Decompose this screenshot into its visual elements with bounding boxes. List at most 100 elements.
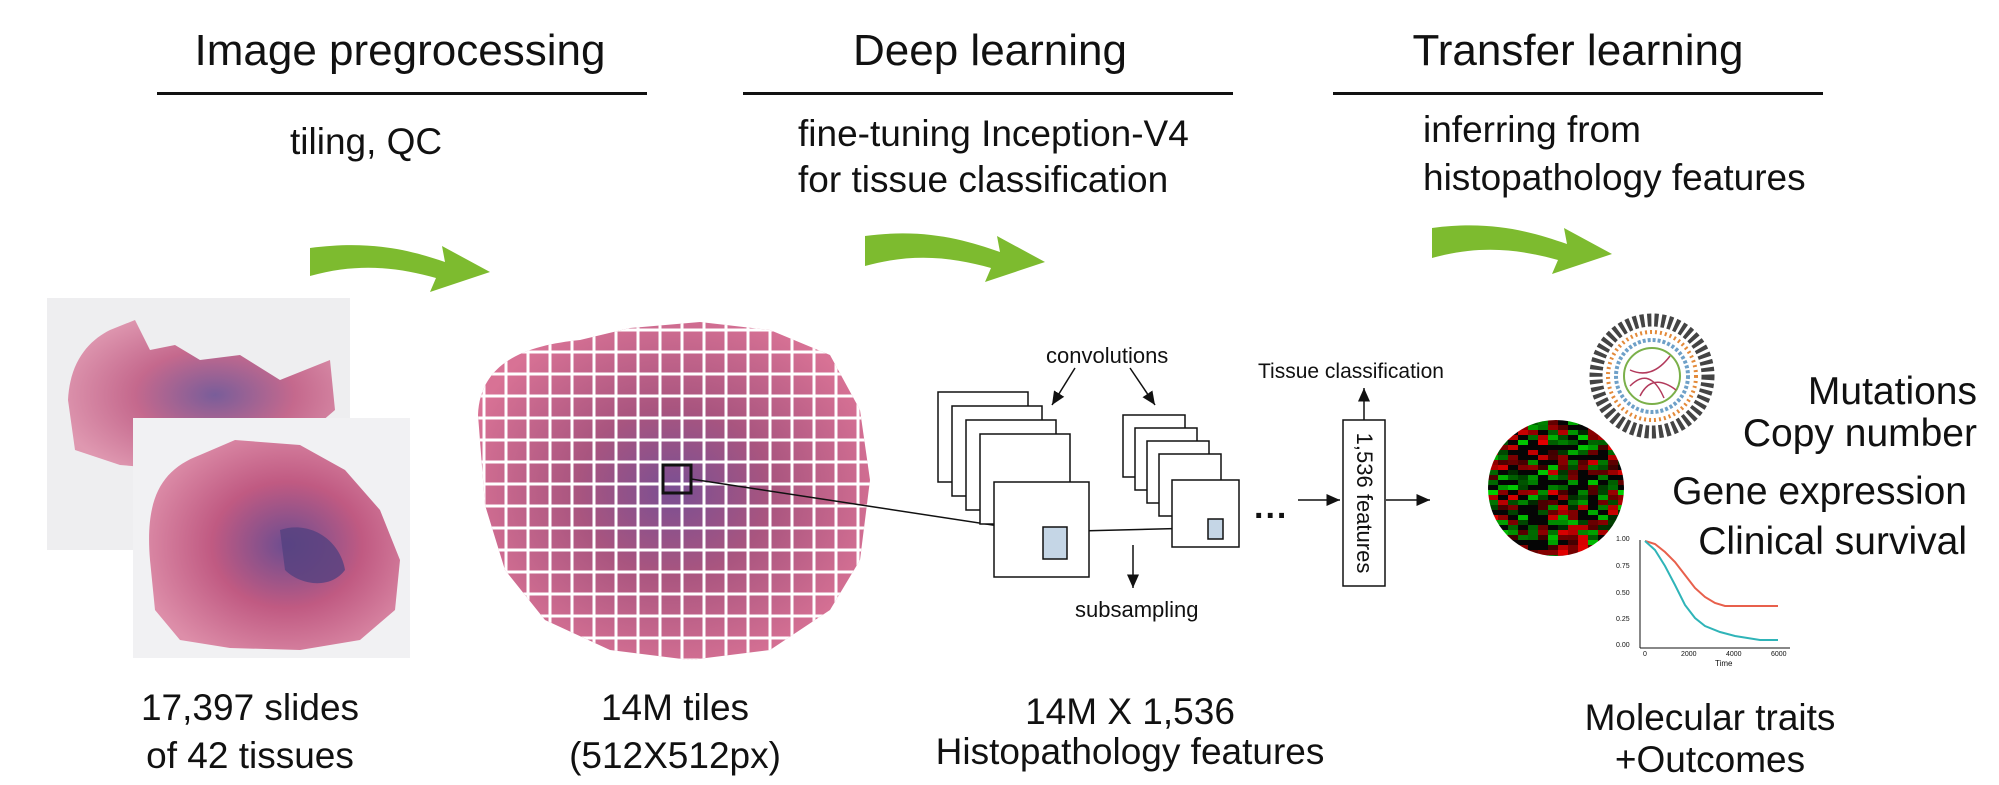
heatmap-cell bbox=[1488, 515, 1498, 520]
heatmap-cell bbox=[1618, 530, 1624, 535]
caption-tiles-line1: 14M tiles bbox=[600, 687, 750, 728]
heatmap-cell bbox=[1618, 485, 1624, 490]
heatmap-cell bbox=[1578, 520, 1588, 525]
heatmap-cell bbox=[1558, 495, 1568, 500]
heatmap-cell bbox=[1498, 425, 1508, 430]
heatmap-cell bbox=[1518, 425, 1528, 430]
heatmap-cell bbox=[1528, 500, 1538, 505]
heatmap-cell bbox=[1578, 480, 1588, 485]
heatmap-cell bbox=[1588, 470, 1598, 475]
heatmap-cell bbox=[1518, 525, 1528, 530]
heatmap-cell bbox=[1538, 555, 1548, 556]
heatmap-cell bbox=[1498, 550, 1508, 555]
heatmap-cell bbox=[1578, 470, 1588, 475]
heatmap-cell bbox=[1598, 435, 1608, 440]
heatmap-cell bbox=[1488, 440, 1498, 445]
heatmap-cell bbox=[1508, 510, 1518, 515]
heatmap-cell bbox=[1548, 515, 1558, 520]
heatmap-cell bbox=[1608, 460, 1618, 465]
heatmap-cell bbox=[1528, 525, 1538, 530]
caption-outcomes-line2: +Outcomes bbox=[1614, 739, 1806, 780]
km-curve-low bbox=[1644, 540, 1778, 641]
features-label: 1,536 features bbox=[1352, 432, 1377, 574]
heatmap-cell bbox=[1608, 525, 1618, 530]
heatmap-cell bbox=[1588, 485, 1598, 490]
heatmap-cell bbox=[1568, 510, 1578, 515]
heatmap-cell bbox=[1518, 485, 1528, 490]
heatmap-cell bbox=[1528, 485, 1538, 490]
heatmap-cell bbox=[1558, 420, 1568, 425]
heatmap-cell bbox=[1508, 460, 1518, 465]
heatmap-cell bbox=[1488, 465, 1498, 470]
heatmap-cell bbox=[1518, 550, 1528, 555]
heatmap-cell bbox=[1598, 445, 1608, 450]
heatmap-cell bbox=[1568, 505, 1578, 510]
heatmap-cell bbox=[1588, 505, 1598, 510]
heatmap-cell bbox=[1608, 545, 1618, 550]
heatmap-cell bbox=[1598, 470, 1608, 475]
stage-arrow-3-icon bbox=[1432, 225, 1612, 274]
heatmap-cell bbox=[1558, 475, 1568, 480]
heatmap-cell bbox=[1588, 535, 1598, 540]
heatmap-cell bbox=[1578, 490, 1588, 495]
heatmap-cell bbox=[1508, 490, 1518, 495]
output-mutations: Mutations bbox=[1807, 370, 1977, 413]
heatmap-cell bbox=[1578, 420, 1588, 425]
heatmap-cell bbox=[1558, 460, 1568, 465]
heatmap-cell bbox=[1538, 550, 1548, 555]
heatmap-cell bbox=[1608, 440, 1618, 445]
heatmap-cell bbox=[1598, 525, 1608, 530]
heatmap-cell bbox=[1568, 525, 1578, 530]
heatmap-cell bbox=[1568, 465, 1578, 470]
heatmap-cell bbox=[1568, 440, 1578, 445]
heatmap-cell bbox=[1598, 500, 1608, 505]
heatmap-cell bbox=[1608, 455, 1618, 460]
heatmap-cell bbox=[1488, 480, 1498, 485]
heatmap-cell bbox=[1538, 485, 1548, 490]
heatmap-cell bbox=[1498, 450, 1508, 455]
heatmap-cell bbox=[1618, 510, 1624, 515]
heatmap-cell bbox=[1568, 435, 1578, 440]
heatmap-cell bbox=[1538, 440, 1548, 445]
heatmap-cell bbox=[1558, 500, 1568, 505]
tiled-tissue-image bbox=[478, 322, 870, 660]
heatmap-cell bbox=[1548, 525, 1558, 530]
heatmap-cell bbox=[1548, 530, 1558, 535]
title-rule-transfer-learning bbox=[1333, 92, 1823, 95]
heatmap-cell bbox=[1568, 425, 1578, 430]
heatmap-cell bbox=[1518, 545, 1528, 550]
heatmap-cell bbox=[1618, 555, 1624, 556]
heatmap-cell bbox=[1548, 455, 1558, 460]
heatmap-cell bbox=[1538, 525, 1548, 530]
conv-stack-2 bbox=[1122, 414, 1240, 548]
heatmap-cell bbox=[1488, 495, 1498, 500]
heatmap-cell bbox=[1588, 495, 1598, 500]
heatmap-cell bbox=[1608, 485, 1618, 490]
heatmap-cell bbox=[1618, 465, 1624, 470]
heatmap-cell bbox=[1608, 515, 1618, 520]
heatmap-cell bbox=[1538, 435, 1548, 440]
heatmap-cell bbox=[1598, 465, 1608, 470]
heatmap-cell bbox=[1518, 520, 1528, 525]
heatmap-cell bbox=[1548, 445, 1558, 450]
heatmap-cell bbox=[1518, 470, 1528, 475]
heatmap-cell bbox=[1488, 435, 1498, 440]
caption-slides-line1: 17,397 slides bbox=[140, 687, 360, 728]
heatmap-cell bbox=[1598, 485, 1608, 490]
heatmap-cell bbox=[1568, 555, 1578, 556]
heatmap-cell bbox=[1568, 500, 1578, 505]
heatmap-cell bbox=[1538, 535, 1548, 540]
heatmap-cell bbox=[1618, 455, 1624, 460]
heatmap-cell bbox=[1558, 510, 1568, 515]
heatmap-cell bbox=[1488, 430, 1498, 435]
heatmap-cell bbox=[1538, 505, 1548, 510]
heatmap-cell bbox=[1538, 430, 1548, 435]
heatmap-cell bbox=[1608, 530, 1618, 535]
heatmap-cell bbox=[1558, 470, 1568, 475]
heatmap-cell bbox=[1518, 465, 1528, 470]
heatmap-cell bbox=[1588, 480, 1598, 485]
heatmap-cell bbox=[1528, 495, 1538, 500]
features-box bbox=[1342, 419, 1386, 587]
heatmap-cell bbox=[1528, 460, 1538, 465]
heatmap-cell bbox=[1508, 495, 1518, 500]
